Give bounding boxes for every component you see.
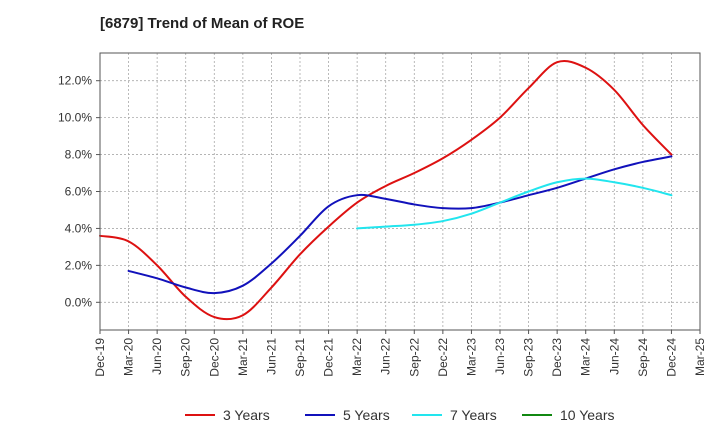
x-tick-label: Dec-20 — [207, 338, 221, 377]
x-tick-label: Mar-24 — [579, 338, 593, 376]
x-tick-label: Dec-19 — [93, 338, 107, 377]
x-tick-label: Sep-24 — [636, 338, 650, 377]
x-tick-label: Mar-22 — [350, 338, 364, 376]
legend-label-7-years: 7 Years — [450, 407, 497, 423]
series-line-3-years — [99, 60, 673, 321]
x-tick-label: Mar-20 — [122, 338, 136, 376]
x-tick-label: Mar-21 — [236, 338, 250, 376]
y-tick-label: 6.0% — [65, 185, 93, 199]
y-tick-label: 0.0% — [65, 295, 93, 309]
x-tick-label: Jun-21 — [264, 338, 278, 375]
series-line-5-years — [127, 155, 673, 295]
y-tick-label: 4.0% — [65, 221, 93, 235]
legend-label-5-years: 5 Years — [343, 407, 390, 423]
x-tick-label: Sep-23 — [522, 338, 536, 377]
x-tick-label: Dec-21 — [322, 338, 336, 377]
legend-label-3-years: 3 Years — [223, 407, 270, 423]
y-tick-label: 2.0% — [65, 258, 93, 272]
legend: 3 Years 5 Years 7 Years 10 Years — [185, 407, 615, 423]
axis-layer: 0.0% 2.0% 4.0% 6.0% 8.0% 10.0% 12.0% Dec-19 Mar-… — [58, 74, 707, 377]
x-tick-label: Sep-20 — [179, 338, 193, 377]
legend-label-10-years: 10 Years — [560, 407, 615, 423]
y-tick-label: 10.0% — [58, 111, 92, 125]
series-line-7-years — [356, 177, 673, 230]
x-tick-label: Jun-22 — [379, 338, 393, 375]
y-tick-label: 8.0% — [65, 148, 93, 162]
x-tick-label: Dec-24 — [664, 338, 678, 377]
x-tick-label: Jun-20 — [150, 338, 164, 375]
x-tick-label: Sep-22 — [407, 338, 421, 377]
chart-title: [6879] Trend of Mean of ROE — [100, 15, 305, 32]
grid-layer — [100, 53, 700, 330]
x-tick-label: Dec-23 — [550, 338, 564, 377]
y-tick-label: 12.0% — [58, 74, 92, 88]
x-tick-label: Jun-23 — [493, 338, 507, 375]
x-tick-label: Mar-25 — [693, 338, 707, 376]
x-tick-label: Jun-24 — [607, 338, 621, 375]
x-tick-label: Sep-21 — [293, 338, 307, 377]
x-tick-label: Mar-23 — [464, 338, 478, 376]
line-layer — [99, 60, 673, 321]
x-tick-label: Dec-22 — [436, 338, 450, 377]
